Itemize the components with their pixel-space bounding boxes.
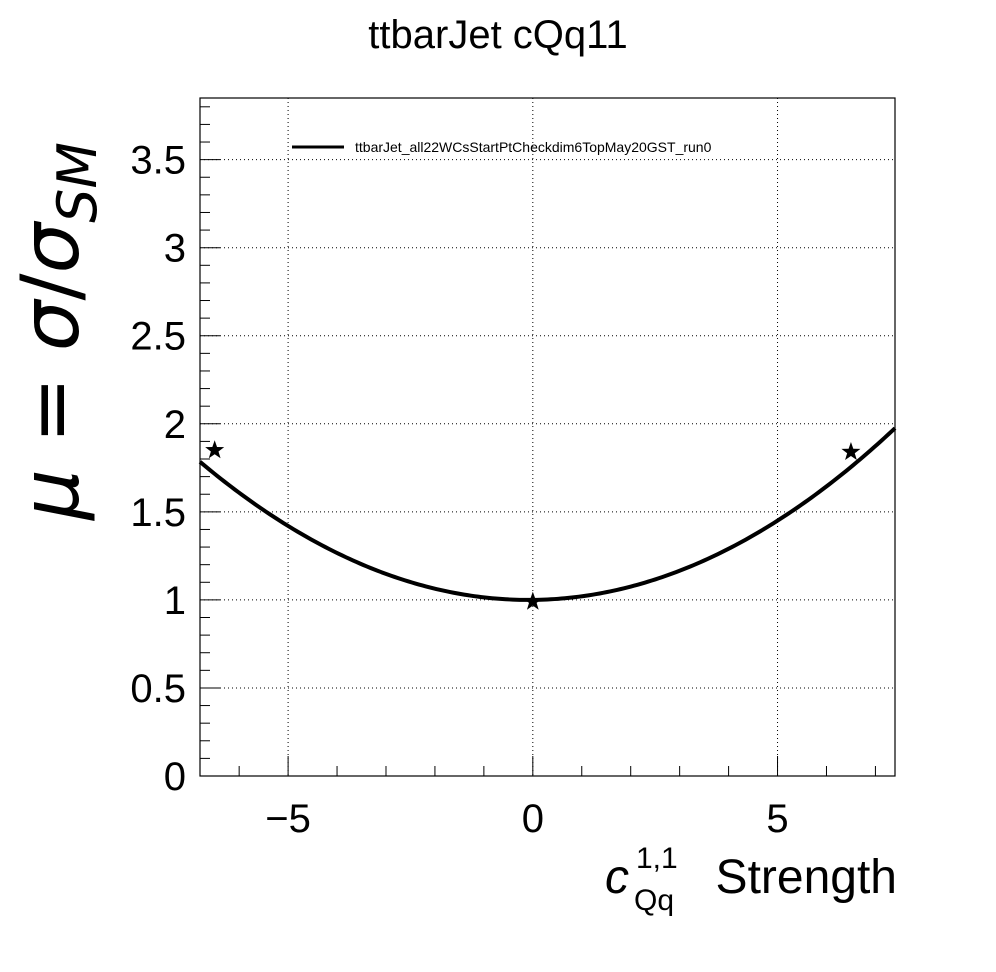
marker-layer bbox=[205, 440, 861, 610]
y-tick-labels: 0 0.5 1 1.5 2 2.5 3 3.5 bbox=[130, 139, 186, 799]
svg-text:c: c bbox=[605, 851, 629, 904]
x-axis-label: c 1,1 Qq Strength bbox=[605, 842, 897, 917]
y-tick-label: 1.5 bbox=[130, 491, 186, 535]
data-point-star bbox=[841, 441, 861, 461]
y-label-sigma: σ bbox=[4, 298, 97, 351]
y-tick-label: 2 bbox=[164, 403, 186, 447]
chart-title: ttbarJet cQq11 bbox=[368, 13, 627, 57]
grid bbox=[200, 98, 895, 776]
data-point-star bbox=[205, 440, 225, 459]
y-axis-label: μ = σ/σSM bbox=[4, 142, 109, 522]
y-tick-label: 2.5 bbox=[130, 315, 186, 359]
svg-text:Qq: Qq bbox=[634, 884, 674, 917]
y-label-mu: μ bbox=[4, 469, 97, 522]
svg-text:1,1: 1,1 bbox=[636, 842, 678, 875]
y-tick-label: 3 bbox=[164, 227, 186, 271]
x-tick-labels: −5 0 5 bbox=[265, 797, 788, 841]
x-tick-label: 0 bbox=[522, 797, 544, 841]
y-label-slash: / bbox=[4, 274, 97, 301]
svg-text:Strength: Strength bbox=[716, 851, 897, 904]
x-label-symbol: c bbox=[605, 851, 629, 904]
x-tick-label: −5 bbox=[265, 797, 311, 841]
plot-frame bbox=[199, 97, 896, 777]
y-label-subscript: SM bbox=[46, 142, 109, 223]
ticks bbox=[200, 106, 876, 777]
x-tick-label: 5 bbox=[766, 797, 788, 841]
data-point-star bbox=[523, 591, 543, 610]
y-tick-label: 3.5 bbox=[130, 139, 186, 183]
y-label-sigma-sm: σ bbox=[4, 221, 97, 274]
y-label-equals: = bbox=[4, 351, 97, 469]
legend: ttbarJet_all22WCsStartPtCheckdim6TopMay2… bbox=[292, 139, 712, 155]
svg-text:μ = σ/σSM: μ = σ/σSM bbox=[4, 142, 109, 522]
fit-curve bbox=[198, 426, 897, 602]
legend-entry: ttbarJet_all22WCsStartPtCheckdim6TopMay2… bbox=[355, 139, 712, 155]
x-label-suffix: Strength bbox=[716, 851, 897, 904]
y-tick-label: 0 bbox=[164, 755, 186, 799]
x-label-superscript: 1,1 bbox=[636, 842, 678, 875]
curve-layer bbox=[198, 426, 897, 602]
y-tick-label: 1 bbox=[164, 579, 186, 623]
y-tick-label: 0.5 bbox=[130, 667, 186, 711]
x-label-subscript: Qq bbox=[634, 884, 674, 917]
